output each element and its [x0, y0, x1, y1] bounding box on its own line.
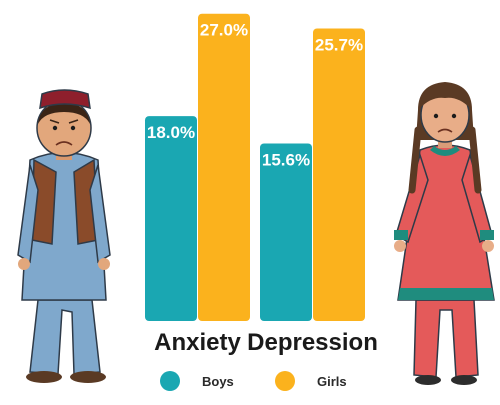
- bar-anxiety-boys: [145, 116, 197, 321]
- boy-illustration: [17, 89, 111, 383]
- bar-anxiety-girls: [198, 13, 250, 321]
- bar-depression-boys: [260, 143, 312, 321]
- legend: Boys Girls: [160, 371, 347, 391]
- legend-label-boys: Boys: [202, 374, 234, 389]
- girl-illustration: [394, 82, 495, 385]
- data-label-depression-girls: 25.7%: [315, 35, 363, 54]
- bars-group: 18.0% 27.0% 15.6% 25.7%: [145, 13, 365, 321]
- category-labels: Anxiety Depression: [154, 329, 378, 356]
- legend-label-girls: Girls: [317, 374, 347, 389]
- data-label-anxiety-girls: 27.0%: [200, 21, 248, 40]
- category-label-depression: Depression: [247, 329, 378, 356]
- bar-depression-girls: [313, 28, 365, 321]
- legend-swatch-girls: [275, 371, 295, 391]
- data-label-depression-boys: 15.6%: [262, 150, 310, 169]
- data-label-anxiety-boys: 18.0%: [147, 123, 195, 142]
- legend-swatch-boys: [160, 371, 180, 391]
- category-label-anxiety: Anxiety: [154, 329, 241, 356]
